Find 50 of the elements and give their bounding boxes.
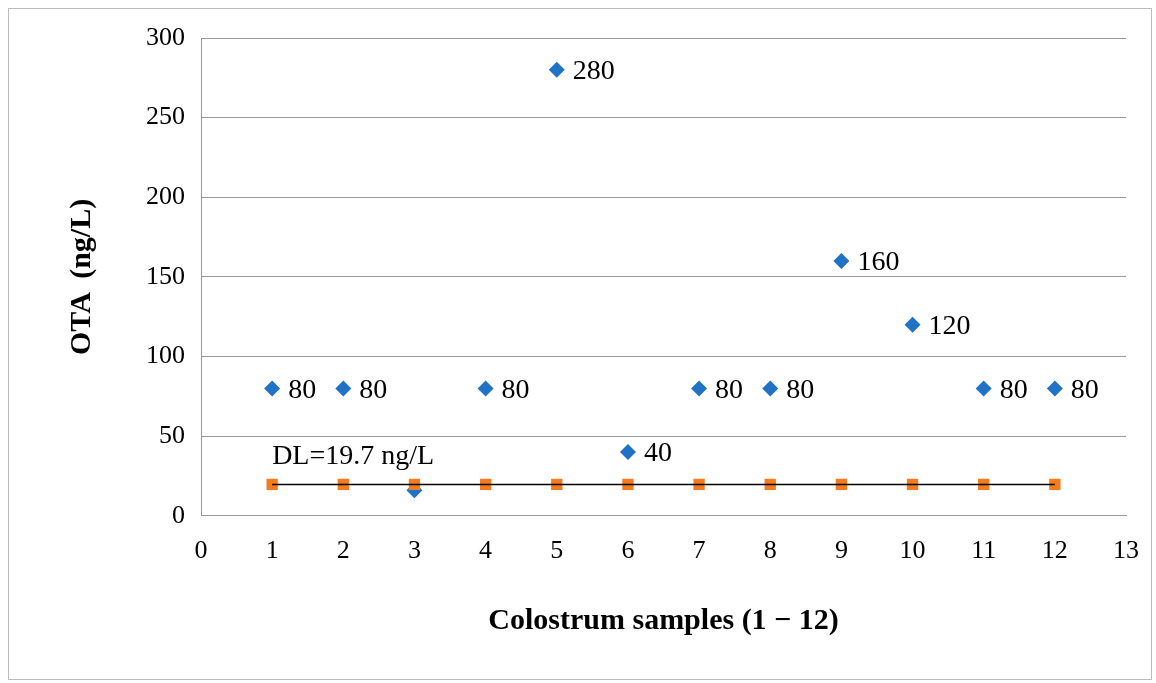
x-tick-label: 4 (479, 535, 493, 565)
x-tick-label: 1 (265, 535, 279, 565)
data-label: 80 (999, 372, 1028, 404)
data-label: 80 (786, 372, 815, 404)
data-label: 80 (359, 372, 388, 404)
y-tick-label: 300 (146, 21, 185, 51)
y-tick-label: 150 (146, 260, 185, 290)
y-tick-label: 50 (159, 419, 185, 449)
data-label: 280 (572, 54, 615, 86)
x-tick-label: 10 (899, 535, 926, 565)
data-label: 80 (288, 372, 317, 404)
x-tick-label: 7 (692, 535, 706, 565)
point (975, 380, 992, 397)
data-label: 80 (1070, 372, 1099, 404)
x-tick-label: 13 (1113, 535, 1139, 565)
point (1046, 380, 1063, 397)
point (266, 478, 278, 491)
point (622, 478, 634, 491)
annotation: DL=19.7 ng/L (272, 438, 435, 470)
point (762, 380, 779, 397)
x-tick-label: 6 (621, 535, 635, 565)
x-tick-label: 11 (971, 535, 997, 565)
point (1049, 478, 1061, 491)
point (691, 380, 708, 397)
x-tick-label: 8 (763, 535, 777, 565)
data-label: 120 (928, 309, 971, 341)
x-tick-label: 2 (336, 535, 350, 565)
data-label: 160 (857, 245, 900, 277)
y-tick-label: 100 (146, 340, 185, 370)
x-tick-label: 12 (1041, 535, 1068, 565)
x-tick-label: 3 (407, 535, 421, 565)
x-axis-title: Colostrum samples (1 − 12) (488, 601, 839, 636)
data-label: 80 (501, 372, 530, 404)
point (619, 444, 636, 461)
point (264, 380, 281, 397)
point (693, 478, 705, 491)
point (335, 380, 352, 397)
data-label: 80 (715, 372, 744, 404)
point (904, 316, 921, 333)
point (833, 252, 850, 269)
x-tick-label: 9 (834, 535, 848, 565)
y-tick-label: 250 (146, 101, 185, 131)
x-tick-label: 0 (194, 535, 208, 565)
y-tick-label: 200 (146, 181, 185, 211)
y-axis-title: OTA (ng/L) (62, 198, 97, 355)
y-tick-label: 0 (172, 499, 185, 529)
point (477, 380, 494, 397)
point (548, 61, 565, 78)
x-tick-label: 5 (550, 535, 564, 565)
data-label: 40 (643, 436, 672, 468)
